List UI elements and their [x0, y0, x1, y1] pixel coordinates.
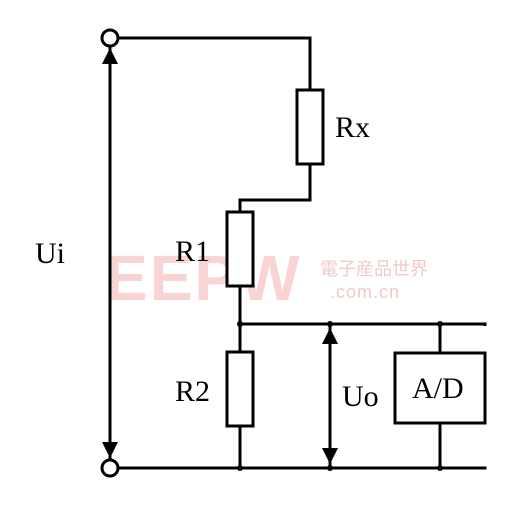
- label-ui: Ui: [35, 237, 65, 270]
- label-r2: R2: [175, 375, 210, 408]
- label-uo: Uo: [342, 380, 379, 413]
- circuit-diagram: EEPW 電子産品世界 .com.cn Ui Rx R1 R2 Uo A/D: [0, 0, 519, 513]
- watermark-url: .com.cn: [330, 282, 400, 302]
- resistor-rx: [297, 90, 323, 164]
- terminal-bottom: [102, 460, 118, 476]
- label-ad: A/D: [412, 372, 464, 405]
- label-r1: R1: [175, 235, 210, 268]
- label-rx: Rx: [335, 111, 370, 144]
- terminal-top: [102, 30, 118, 46]
- watermark-cn: 電子産品世界: [320, 259, 428, 279]
- resistor-r2: [227, 352, 253, 426]
- resistor-r1: [227, 212, 253, 286]
- watermark: EEPW 電子産品世界 .com.cn: [105, 242, 428, 314]
